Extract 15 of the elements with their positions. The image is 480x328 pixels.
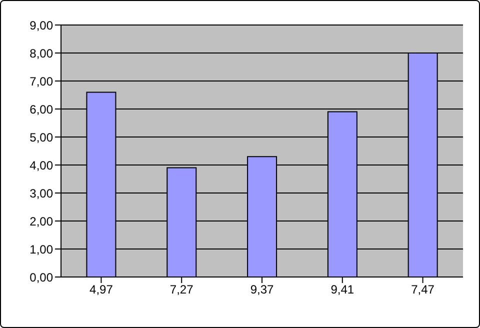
y-tick-label: 8,00	[30, 46, 54, 60]
x-tick-label: 9,37	[250, 282, 274, 297]
y-tick-label: 0,00	[30, 270, 54, 284]
y-tick-label: 1,00	[30, 242, 54, 256]
y-tick-label: 5,00	[30, 130, 54, 144]
y-tick-label: 6,00	[30, 102, 54, 116]
x-tick-label: 7,27	[170, 282, 194, 297]
x-tick-label: 4,97	[90, 282, 114, 297]
x-tick-label: 9,41	[330, 282, 354, 297]
y-tick-label: 9,00	[30, 18, 54, 32]
x-tick-label: 7,47	[411, 282, 435, 297]
y-tick-label: 4,00	[30, 158, 54, 172]
y-tick-label: 3,00	[30, 186, 54, 200]
y-tick-label: 2,00	[30, 214, 54, 228]
y-tick-label: 7,00	[30, 74, 54, 88]
